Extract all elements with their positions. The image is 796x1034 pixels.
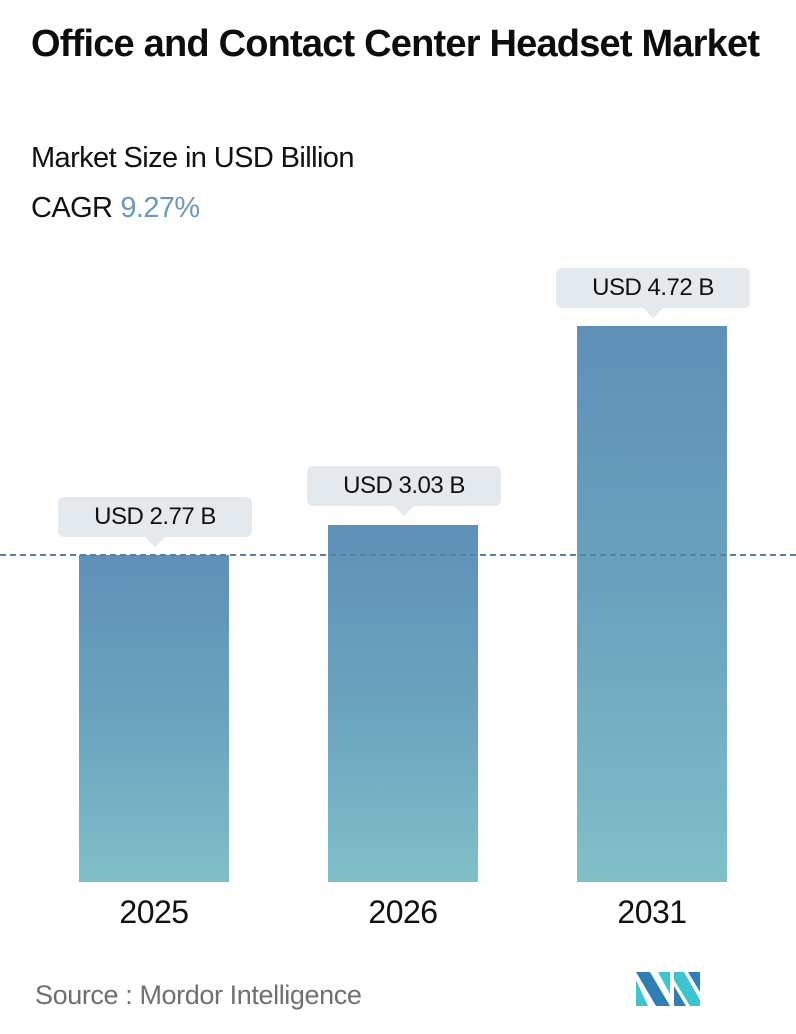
bar-value-label-2026: USD 3.03 B [307,466,501,516]
x-tick-2031: 2031 [617,894,687,930]
source-text: Source : Mordor Intelligence [35,980,362,1010]
x-tick-2026: 2026 [368,894,438,930]
bar-value-label-2031: USD 4.72 B [556,268,750,318]
mordor-intelligence-logo-icon [636,972,700,1008]
bar-2031 [577,326,727,882]
chart-subtitle: Market Size in USD Billion [31,142,354,174]
chart-title: Office and Contact Center Headset Market [31,23,760,65]
cagr-value: 9.27% [120,192,200,224]
bar-2026 [328,525,478,882]
x-tick-2025: 2025 [119,894,189,930]
reference-line [0,554,796,556]
bar-2025 [79,555,229,882]
cagr-label: CAGR [31,192,113,224]
cagr-line: CAGR 9.27% [31,190,200,226]
bar-value-label-2025: USD 2.77 B [58,497,252,547]
